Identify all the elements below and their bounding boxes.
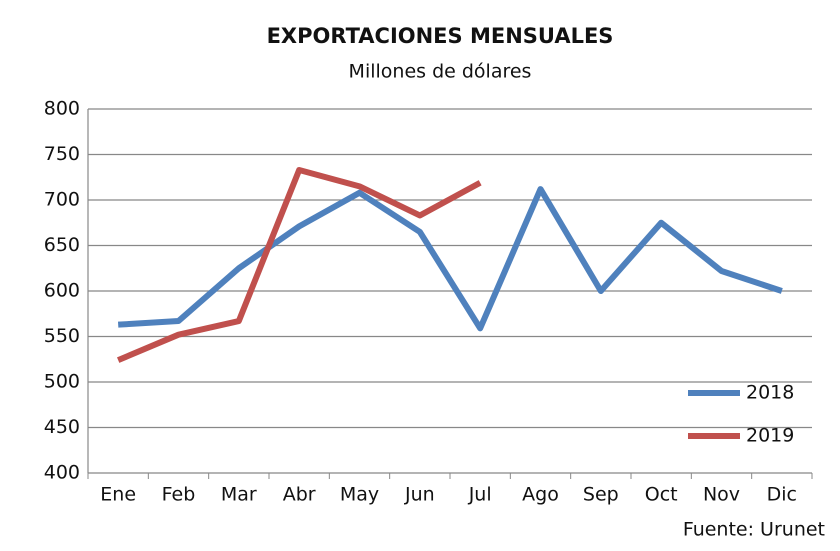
x-tick-label: Nov — [703, 484, 740, 506]
x-tick-label: Jul — [468, 484, 492, 506]
y-tick-label: 550 — [44, 325, 80, 347]
x-tick-label: Feb — [162, 484, 196, 506]
y-tick-label: 750 — [44, 143, 80, 165]
x-tick-label: Dic — [767, 484, 797, 506]
x-tick-label: Jun — [404, 484, 435, 506]
y-tick-label: 650 — [44, 234, 80, 256]
y-tick-label: 400 — [44, 462, 80, 484]
y-tick-label: 450 — [44, 416, 80, 438]
legend-label: 2018 — [746, 382, 794, 404]
legend-label: 2019 — [746, 425, 794, 447]
x-tick-label: May — [340, 484, 379, 506]
chart-title: EXPORTACIONES MENSUALES — [267, 24, 614, 48]
x-tick-label: Oct — [645, 484, 678, 506]
x-tick-label: Ene — [100, 484, 136, 506]
x-tick-label: Ago — [522, 484, 559, 506]
y-tick-label: 800 — [44, 98, 80, 120]
source-note: Fuente: Urunet — [683, 519, 825, 541]
x-tick-label: Sep — [583, 484, 619, 506]
y-tick-label: 600 — [44, 280, 80, 302]
series-line — [116, 166, 482, 363]
series-line — [117, 186, 783, 332]
x-tick-label: Abr — [283, 484, 316, 506]
y-tick-label: 700 — [44, 189, 80, 211]
y-tick-label: 500 — [44, 371, 80, 393]
x-tick-label: Mar — [221, 484, 257, 506]
chart-subtitle: Millones de dólares — [349, 61, 532, 83]
